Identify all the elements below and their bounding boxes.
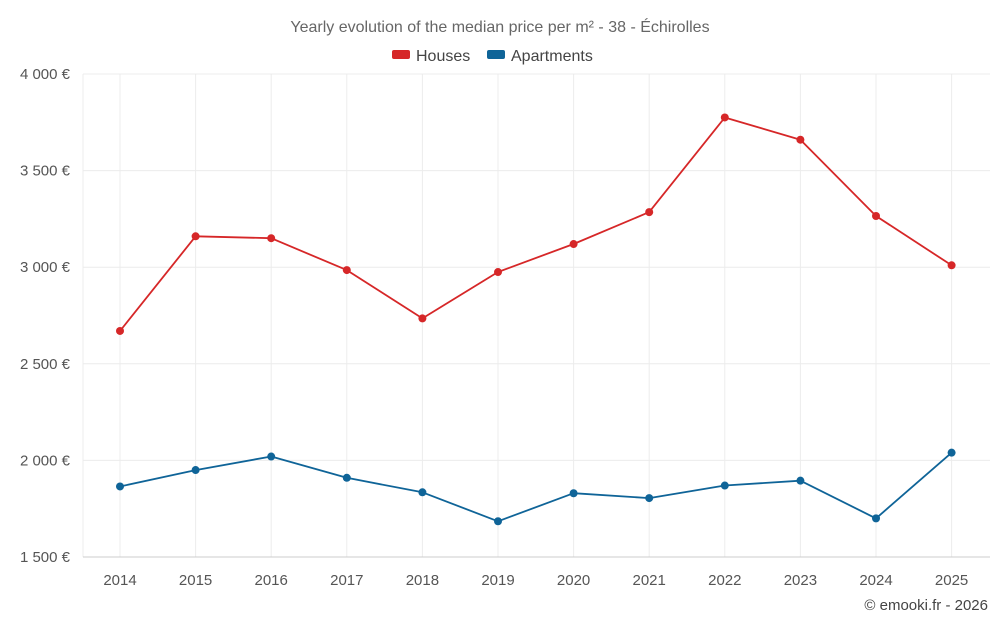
x-tick-label: 2019 [481,572,514,589]
x-tick-label: 2017 [330,572,363,589]
x-tick-label: 2022 [708,572,741,589]
series-apartments [116,448,956,526]
data-point-houses[interactable] [720,113,729,122]
legend-item-apartments[interactable]: Apartments [487,48,593,65]
chart-title: Yearly evolution of the median price per… [290,17,709,36]
data-point-apartments[interactable] [872,514,880,523]
data-point-houses[interactable] [872,212,880,221]
data-point-apartments[interactable] [342,473,351,482]
x-tick-label: 2025 [935,572,968,589]
x-tick-label: 2020 [557,572,590,589]
data-point-apartments[interactable] [720,481,729,490]
y-tick-label: 3 000 € [20,259,71,276]
legend-swatch-houses [392,50,410,59]
x-tick-label: 2018 [406,572,439,589]
data-point-apartments[interactable] [418,488,427,497]
data-point-houses[interactable] [116,326,124,335]
legend-label-apartments: Apartments [511,48,593,65]
x-tick-label: 2024 [859,572,892,589]
legend: Houses Apartments [392,48,593,65]
data-point-houses[interactable] [796,135,805,144]
data-point-apartments[interactable] [116,482,124,491]
legend-item-houses[interactable]: Houses [392,48,470,65]
series [116,113,956,526]
data-point-apartments[interactable] [569,489,578,498]
legend-swatch-apartments [487,50,505,59]
x-tick-label: 2015 [179,572,212,589]
series-line-houses [119,116,953,332]
series-line-apartments [119,452,953,523]
data-point-apartments[interactable] [796,476,805,485]
grid [83,73,990,558]
data-point-houses[interactable] [342,266,351,275]
credit: © emooki.fr - 2026 [864,597,988,614]
y-tick-label: 2 500 € [20,356,71,373]
data-point-houses[interactable] [418,314,427,323]
series-houses [116,113,956,335]
data-point-apartments[interactable] [645,494,654,503]
data-point-houses[interactable] [191,232,200,241]
data-point-houses[interactable] [645,208,654,217]
y-tick-label: 1 500 € [20,549,71,566]
x-tick-label: 2014 [103,572,136,589]
x-tick-label: 2021 [633,572,666,589]
y-tick-label: 3 500 € [20,163,71,180]
y-tick-label: 4 000 € [20,66,71,83]
y-tick-label: 2 000 € [20,452,71,469]
data-point-houses[interactable] [569,240,578,249]
x-tick-label: 2016 [255,572,288,589]
data-point-houses[interactable] [267,234,276,243]
data-point-apartments[interactable] [947,448,956,457]
x-tick-label: 2023 [784,572,817,589]
data-point-apartments[interactable] [494,517,502,526]
data-point-apartments[interactable] [191,466,200,475]
x-axis: 2014 2015 2016 2017 2018 2019 2020 2021 2022 2023… [83,556,990,589]
data-point-houses[interactable] [494,268,502,277]
legend-label-houses: Houses [416,48,470,65]
data-point-houses[interactable] [947,261,956,270]
y-axis: 1 500 € 2 000 € 2 500 € 3 000 € 3 500 € 4 000… [20,66,84,566]
data-point-apartments[interactable] [267,452,276,461]
